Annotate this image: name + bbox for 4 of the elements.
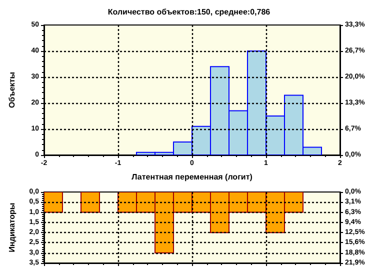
y-axis-title: Индикаторы [8,202,16,252]
y-axis-title: Объекты [8,72,16,108]
x-axis-title: Латентная переменная (логит) [132,172,253,182]
chart-title: Количество объектов:150, среднее:0,786 [108,8,271,16]
